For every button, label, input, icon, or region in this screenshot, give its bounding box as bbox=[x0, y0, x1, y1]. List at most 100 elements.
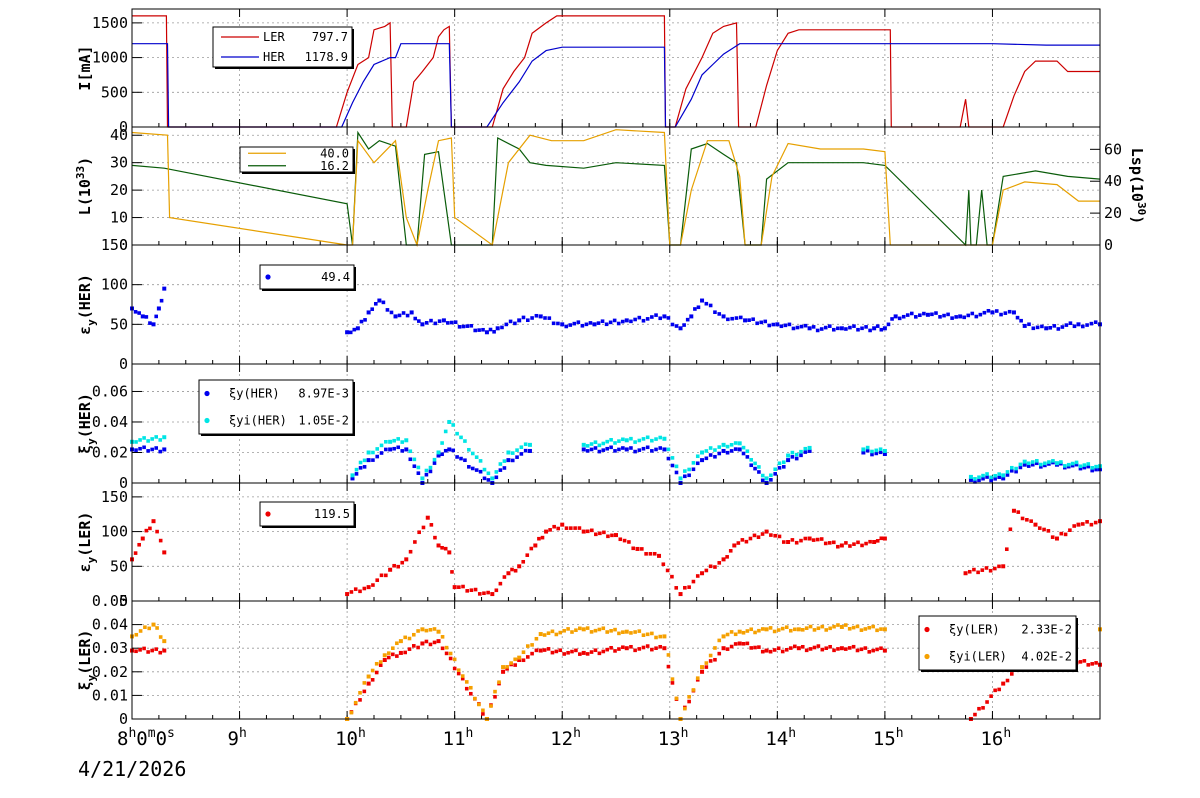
data-point bbox=[440, 646, 445, 651]
data-point bbox=[974, 314, 979, 319]
data-point bbox=[371, 458, 375, 462]
data-point bbox=[416, 645, 420, 650]
data-point bbox=[432, 457, 437, 462]
data-point bbox=[573, 526, 577, 530]
data-point bbox=[551, 321, 556, 326]
data-point bbox=[1040, 324, 1044, 329]
data-point bbox=[352, 327, 357, 332]
data-point bbox=[493, 689, 497, 694]
data-point bbox=[769, 533, 773, 537]
legend-name: ξyi(LER) bbox=[949, 650, 1007, 664]
data-point bbox=[997, 564, 1001, 569]
data-point bbox=[436, 450, 441, 455]
data-point bbox=[848, 544, 852, 548]
data-point bbox=[506, 571, 511, 576]
data-point bbox=[879, 627, 883, 631]
data-point bbox=[1050, 535, 1055, 539]
data-point bbox=[942, 313, 946, 318]
data-point bbox=[530, 643, 534, 647]
data-point bbox=[678, 476, 683, 481]
data-point bbox=[403, 650, 407, 655]
data-point bbox=[794, 456, 799, 461]
data-point bbox=[687, 473, 691, 478]
data-point bbox=[616, 321, 621, 326]
data-point bbox=[967, 569, 972, 574]
data-point bbox=[489, 704, 493, 708]
data-point bbox=[658, 446, 663, 450]
data-point bbox=[540, 535, 545, 540]
data-point bbox=[593, 648, 598, 653]
data-point bbox=[691, 579, 696, 584]
data-point bbox=[764, 648, 769, 653]
data-point bbox=[456, 671, 461, 676]
data-point bbox=[598, 531, 602, 536]
data-point bbox=[474, 468, 479, 472]
legend: 119.5 bbox=[259, 501, 356, 528]
data-point bbox=[498, 462, 503, 466]
data-point bbox=[384, 573, 388, 578]
data-point bbox=[602, 530, 606, 535]
data-point bbox=[1014, 469, 1018, 474]
data-point bbox=[362, 681, 367, 685]
data-point bbox=[464, 680, 469, 684]
data-point bbox=[534, 313, 539, 318]
data-point bbox=[371, 583, 375, 587]
data-point bbox=[800, 628, 805, 632]
data-point bbox=[807, 326, 812, 331]
data-point bbox=[447, 419, 452, 424]
data-point bbox=[856, 540, 860, 545]
panel-frame bbox=[131, 482, 1101, 602]
data-point bbox=[1010, 672, 1014, 676]
data-point bbox=[358, 589, 362, 594]
data-point bbox=[1086, 663, 1091, 667]
data-point bbox=[738, 315, 743, 320]
data-point bbox=[641, 318, 646, 323]
y-tick-label: 0.04 bbox=[92, 616, 128, 634]
data-point bbox=[533, 543, 538, 548]
data-point bbox=[725, 555, 729, 559]
data-point bbox=[824, 646, 829, 650]
data-point bbox=[481, 327, 485, 332]
data-point bbox=[137, 311, 141, 315]
data-point bbox=[776, 646, 781, 651]
data-point bbox=[502, 466, 507, 470]
data-point bbox=[366, 458, 371, 463]
data-point bbox=[793, 644, 797, 649]
data-point bbox=[379, 573, 384, 578]
data-point bbox=[593, 440, 598, 444]
data-point bbox=[772, 629, 777, 634]
data-point bbox=[601, 649, 606, 654]
data-point bbox=[486, 590, 490, 595]
data-point bbox=[519, 452, 524, 456]
data-point bbox=[721, 646, 726, 651]
data-point bbox=[973, 477, 977, 481]
data-point bbox=[978, 312, 983, 317]
data-point bbox=[804, 648, 809, 653]
data-point bbox=[513, 321, 517, 326]
data-point bbox=[428, 627, 433, 632]
data-point bbox=[425, 515, 430, 520]
data-point bbox=[708, 303, 713, 308]
data-point bbox=[420, 641, 425, 646]
data-point bbox=[547, 316, 552, 320]
data-point bbox=[741, 445, 746, 450]
data-point bbox=[446, 321, 450, 325]
data-point bbox=[370, 307, 375, 311]
data-point bbox=[354, 467, 359, 472]
data-point bbox=[729, 644, 734, 649]
data-point bbox=[605, 647, 609, 652]
data-point bbox=[704, 661, 709, 665]
data-point bbox=[691, 688, 696, 692]
data-point bbox=[650, 315, 654, 319]
data-point bbox=[661, 562, 666, 567]
data-point bbox=[1019, 318, 1023, 323]
series-2 bbox=[132, 43, 1100, 128]
data-point bbox=[581, 442, 586, 447]
y-tick-label: 0.03 bbox=[92, 639, 128, 657]
data-point bbox=[529, 546, 534, 551]
data-point bbox=[433, 321, 438, 326]
panel-1: 0 500 1000 1500 I[mA] LER 797.7 HER 1178.9 bbox=[76, 8, 1101, 136]
data-point bbox=[827, 324, 832, 328]
data-point bbox=[637, 448, 642, 452]
data-point bbox=[481, 708, 485, 713]
